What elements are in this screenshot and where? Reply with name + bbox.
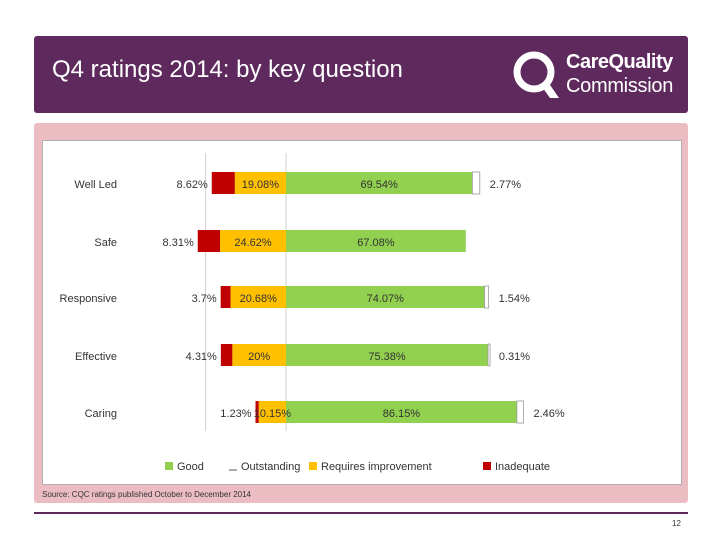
data-label-good-well-led: 69.54% xyxy=(361,179,399,191)
category-label-safe: Safe xyxy=(94,237,117,249)
category-label-effective: Effective xyxy=(75,351,117,363)
data-label-requires-improvement-effective: 20% xyxy=(248,351,270,363)
logo-line-2: Commission xyxy=(566,75,674,97)
bar-requires-improvement-caring xyxy=(258,401,286,423)
legend-swatch-requires-improvement xyxy=(309,462,317,470)
bar-outstanding-well-led xyxy=(471,171,481,195)
legend-swatch-good xyxy=(165,462,173,470)
category-label-well-led: Well Led xyxy=(74,179,117,191)
data-label-outstanding-caring: 2.46% xyxy=(533,408,564,420)
bar-inadequate-well-led xyxy=(211,172,235,194)
bar-outstanding-caring xyxy=(516,400,524,424)
bar-requires-improvement-responsive xyxy=(230,286,286,308)
legend-label-good: Good xyxy=(177,461,204,473)
bar-good-effective xyxy=(286,344,489,366)
legend-label-inadequate: Inadequate xyxy=(495,461,550,473)
legend-label-requires-improvement: Requires improvement xyxy=(321,461,432,473)
bar-requires-improvement-safe xyxy=(220,230,286,252)
bar-requires-improvement-effective xyxy=(232,344,286,366)
data-label-inadequate-effective: 4.31% xyxy=(186,351,217,363)
data-label-outstanding-well-led: 2.77% xyxy=(490,179,521,191)
source-note: Source: CQC ratings published October to… xyxy=(42,490,251,499)
bar-inadequate-responsive xyxy=(220,286,231,308)
chart-svg: Well Led 8.62% 19.08% 69.54% 2.77% Safe 8.31% 2… xyxy=(60,153,565,473)
footer-rule xyxy=(34,512,688,514)
page-number: 12 xyxy=(672,519,681,528)
bar-inadequate-effective xyxy=(220,344,233,366)
category-label-caring: Caring xyxy=(85,408,117,420)
legend-label-outstanding: Outstanding xyxy=(241,461,300,473)
category-label-responsive: Responsive xyxy=(60,293,117,305)
data-label-requires-improvement-caring: 10.15% xyxy=(254,408,292,420)
data-label-good-effective: 75.38% xyxy=(368,351,406,363)
data-label-good-caring: 86.15% xyxy=(383,408,421,420)
bar-outstanding-effective xyxy=(487,343,491,367)
slide-title: Q4 ratings 2014: by key question xyxy=(52,56,403,83)
data-label-good-safe: 67.08% xyxy=(357,237,395,249)
data-label-good-responsive: 74.07% xyxy=(367,293,405,305)
data-label-inadequate-well-led: 8.62% xyxy=(177,179,208,191)
bar-requires-improvement-well-led xyxy=(234,172,286,194)
slide-header: Q4 ratings 2014: by key question CareQua… xyxy=(34,36,688,113)
data-label-requires-improvement-safe: 24.62% xyxy=(234,237,272,249)
legend-swatch-inadequate xyxy=(483,462,491,470)
bar-good-safe xyxy=(286,230,466,252)
bar-good-caring xyxy=(286,401,517,423)
ratings-chart: Well Led 8.62% 19.08% 69.54% 2.77% Safe 8.31% 2… xyxy=(42,140,682,485)
bar-outstanding-responsive xyxy=(484,285,490,309)
data-label-inadequate-responsive: 3.7% xyxy=(192,293,217,305)
logo-line-1: CareQuality xyxy=(566,51,673,73)
bar-inadequate-safe xyxy=(197,230,221,252)
cqc-logo: CareQuality Commission xyxy=(512,48,682,102)
data-label-inadequate-safe: 8.31% xyxy=(163,237,194,249)
data-label-requires-improvement-responsive: 20.68% xyxy=(240,293,278,305)
data-label-requires-improvement-well-led: 19.08% xyxy=(242,179,280,191)
data-label-inadequate-caring: 1.23% xyxy=(220,408,251,420)
cqc-q-icon xyxy=(513,51,559,98)
data-label-outstanding-effective: 0.31% xyxy=(499,351,530,363)
bar-inadequate-caring xyxy=(255,401,259,423)
data-label-outstanding-responsive: 1.54% xyxy=(499,293,530,305)
bar-good-responsive xyxy=(286,286,485,308)
bar-good-well-led xyxy=(286,172,473,194)
